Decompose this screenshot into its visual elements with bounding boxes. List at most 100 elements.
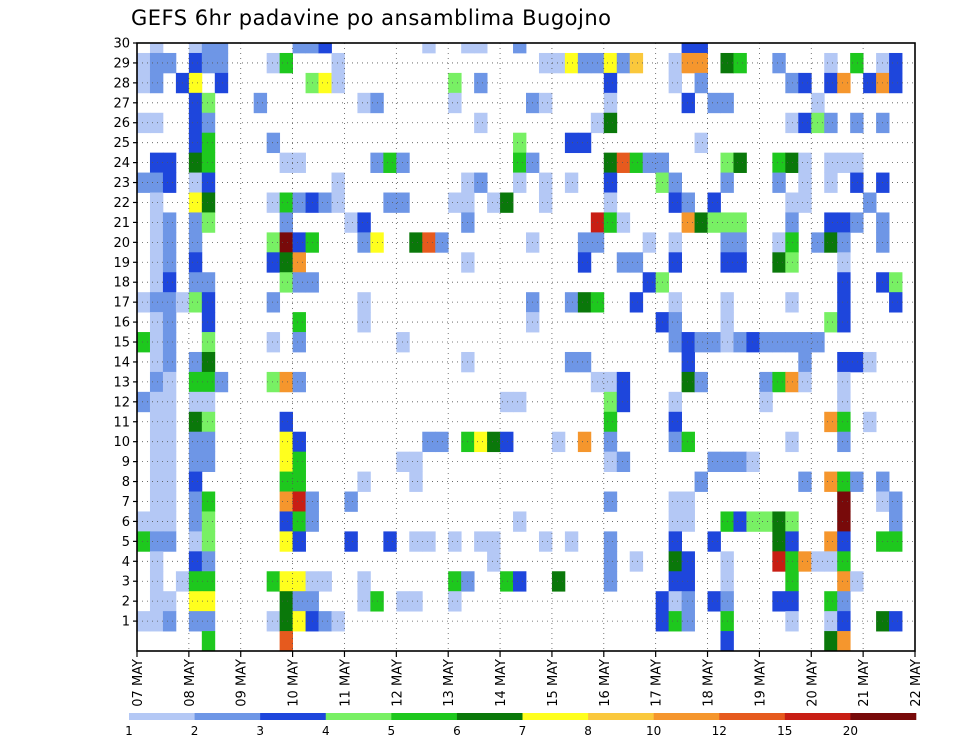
heatmap-cell xyxy=(616,52,631,74)
y-tick-label: 29 xyxy=(113,56,130,71)
heatmap-cell xyxy=(668,431,682,453)
heatmap-cell xyxy=(577,232,592,253)
heatmap-cell xyxy=(162,172,177,193)
heatmap-cell xyxy=(292,192,306,213)
heatmap-cell xyxy=(733,52,747,74)
heatmap-cell xyxy=(551,52,566,74)
heatmap-cell xyxy=(149,471,164,492)
heatmap-cell xyxy=(837,611,851,632)
heatmap-cell xyxy=(824,631,838,652)
heatmap-cell xyxy=(694,332,708,353)
heatmap-cell xyxy=(279,371,293,393)
y-tick-label: 30 xyxy=(113,37,130,52)
heatmap-cell xyxy=(137,72,151,94)
colorbar-swatch xyxy=(194,713,261,720)
heatmap-cell xyxy=(279,631,293,652)
heatmap-cell xyxy=(201,611,216,632)
heatmap-cell xyxy=(201,132,216,154)
y-tick-label: 14 xyxy=(113,355,130,370)
heatmap-cell xyxy=(772,252,786,273)
heatmap-cell xyxy=(603,92,618,114)
heatmap-cell xyxy=(850,52,864,74)
heatmap-cell xyxy=(694,212,708,233)
heatmap-cell xyxy=(668,611,682,632)
heatmap-cell xyxy=(577,52,592,74)
heatmap-cell xyxy=(681,611,695,632)
heatmap-cell xyxy=(474,43,488,54)
heatmap-cell xyxy=(824,611,838,632)
heatmap-cell xyxy=(162,232,177,253)
heatmap-cell xyxy=(772,531,786,552)
heatmap-cell xyxy=(668,232,682,253)
colorbar-swatch xyxy=(588,713,654,720)
heatmap-cell xyxy=(837,252,851,273)
y-tick-label: 22 xyxy=(113,196,130,211)
heatmap-cell xyxy=(824,531,838,552)
heatmap-cell xyxy=(188,92,203,114)
heatmap-cell xyxy=(863,72,877,94)
heatmap-cell xyxy=(616,451,631,472)
heatmap-cell xyxy=(162,152,177,173)
heatmap-cell xyxy=(331,192,345,213)
heatmap-cell xyxy=(668,192,682,213)
heatmap-cell xyxy=(188,132,203,154)
heatmap-cell xyxy=(331,72,345,94)
heatmap-cell xyxy=(824,112,838,134)
heatmap-cell xyxy=(577,431,592,453)
heatmap-cell xyxy=(331,611,345,632)
heatmap-cell xyxy=(357,292,371,313)
heatmap-cell xyxy=(409,451,423,472)
heatmap-cell xyxy=(824,52,838,74)
heatmap-cell xyxy=(266,252,281,273)
heatmap-cell xyxy=(564,172,579,193)
heatmap-cell xyxy=(383,192,397,213)
heatmap-cell xyxy=(357,232,371,253)
heatmap-cell xyxy=(279,611,293,632)
heatmap-cell xyxy=(149,431,164,453)
heatmap-cell xyxy=(798,112,812,134)
heatmap-cell xyxy=(837,212,851,233)
heatmap-cell xyxy=(772,511,786,532)
heatmap-cell xyxy=(149,571,164,592)
heatmap-cell xyxy=(668,391,682,413)
heatmap-cell xyxy=(889,292,903,313)
heatmap-cell xyxy=(422,232,436,253)
x-tick-label: 11 MAY xyxy=(339,659,354,707)
heatmap-cell xyxy=(668,531,682,552)
heatmap-cell xyxy=(681,212,695,233)
heatmap-cell xyxy=(279,52,293,74)
heatmap-cell xyxy=(214,72,229,94)
heatmap-cell xyxy=(266,332,281,353)
heatmap-cell xyxy=(188,371,203,393)
heatmap-cell xyxy=(149,312,164,333)
heatmap-cell xyxy=(720,631,734,652)
heatmap-cell xyxy=(733,152,747,173)
heatmap-cell xyxy=(448,531,462,552)
heatmap-cell xyxy=(292,571,306,592)
colorbar-label: 5 xyxy=(387,724,395,738)
heatmap-cell xyxy=(668,312,682,333)
heatmap-cell xyxy=(824,411,838,433)
heatmap-cell xyxy=(837,471,851,492)
heatmap-cell xyxy=(681,92,695,114)
heatmap-cell xyxy=(396,152,410,173)
heatmap-cell xyxy=(201,571,216,592)
heatmap-cell xyxy=(824,591,838,612)
y-tick-label: 12 xyxy=(113,395,130,410)
heatmap-cell xyxy=(383,152,397,173)
heatmap-cell xyxy=(318,192,332,213)
heatmap-cell xyxy=(824,471,838,492)
heatmap-cell xyxy=(837,491,851,512)
heatmap-cell xyxy=(850,351,864,373)
heatmap-cell xyxy=(500,391,514,413)
heatmap-cell xyxy=(746,451,760,472)
heatmap-cell xyxy=(668,551,682,572)
heatmap-cell xyxy=(279,411,293,433)
heatmap-cell xyxy=(681,371,695,393)
heatmap-cell xyxy=(603,491,618,512)
heatmap-cell xyxy=(292,531,306,552)
heatmap-cell xyxy=(279,491,293,512)
heatmap-cell xyxy=(162,391,177,413)
heatmap-cell xyxy=(850,571,864,592)
heatmap-cell xyxy=(694,371,708,393)
